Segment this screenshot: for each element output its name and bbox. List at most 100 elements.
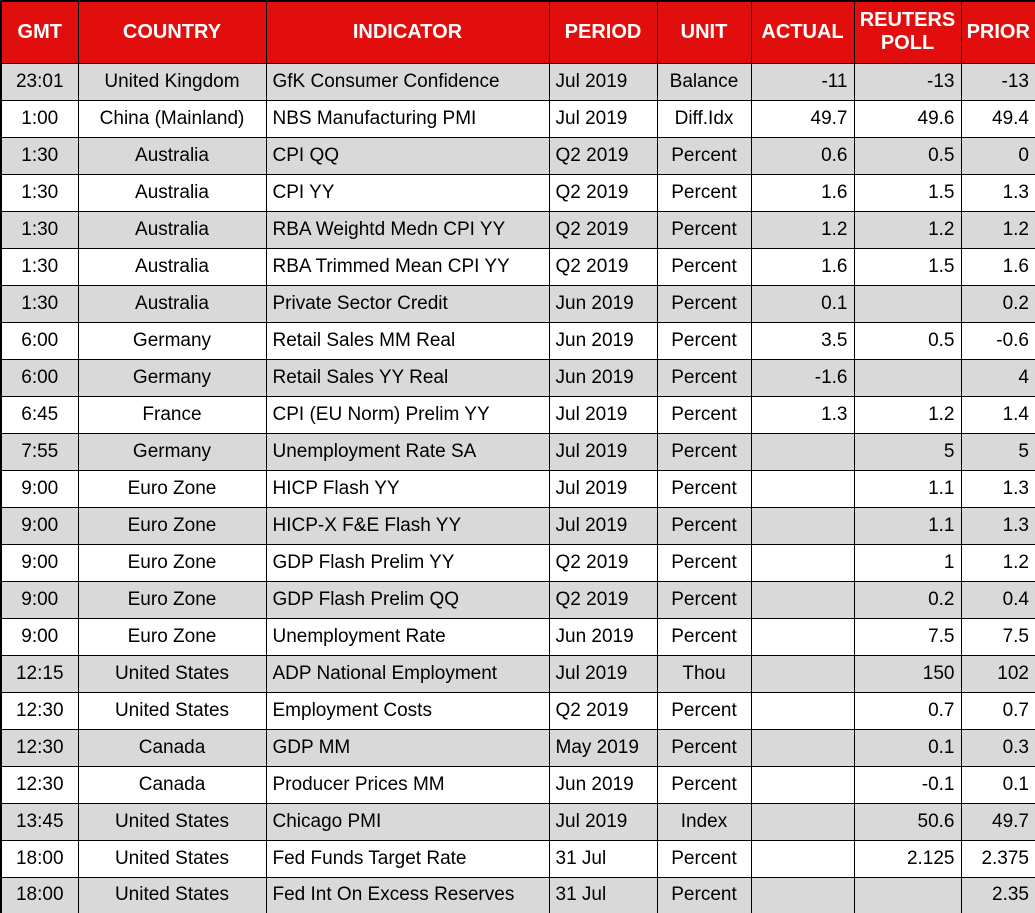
cell-indicator: Unemployment Rate SA (265, 432, 550, 471)
cell-prior: 49.7 (960, 802, 1035, 841)
table-row: 18:00 United States Fed Int On Excess Rese… (0, 876, 1035, 913)
cell-period: Jul 2019 (548, 62, 658, 101)
cell-period: Q2 2019 (548, 210, 658, 249)
cell-country: Germany (77, 358, 267, 397)
cell-unit: Percent (656, 876, 752, 913)
cell-prior: 5 (960, 432, 1035, 471)
cell-period: Jun 2019 (548, 321, 658, 360)
table-row: 1:30 Australia CPI YY Q2 2019 Percent 1.6 1.5 1… (0, 173, 1035, 212)
cell-period: Jul 2019 (548, 654, 658, 693)
cell-prior: 1.2 (960, 543, 1035, 582)
cell-poll: 0.5 (853, 321, 962, 360)
cell-prior: 0.3 (960, 728, 1035, 767)
cell-gmt: 12:30 (0, 765, 79, 804)
table-row: 9:00 Euro Zone HICP-X F&E Flash YY Jul 2019… (0, 506, 1035, 545)
cell-unit: Percent (656, 839, 752, 878)
cell-gmt: 1:30 (0, 284, 79, 323)
cell-indicator: GDP Flash Prelim YY (265, 543, 550, 582)
cell-indicator: CPI (EU Norm) Prelim YY (265, 395, 550, 434)
cell-actual: 3.5 (750, 321, 855, 360)
cell-unit: Thou (656, 654, 752, 693)
cell-poll: 1.2 (853, 395, 962, 434)
cell-poll (853, 358, 962, 397)
cell-period: Q2 2019 (548, 247, 658, 286)
cell-actual (750, 876, 855, 913)
cell-actual (750, 728, 855, 767)
cell-actual: 0.6 (750, 136, 855, 175)
cell-actual (750, 839, 855, 878)
cell-country: Australia (77, 136, 267, 175)
cell-unit: Percent (656, 173, 752, 212)
table-row: 12:30 Canada GDP MM May 2019 Percent 0.1 0.3 (0, 728, 1035, 767)
cell-poll: 7.5 (853, 617, 962, 656)
cell-unit: Balance (656, 62, 752, 101)
cell-actual: -11 (750, 62, 855, 101)
cell-gmt: 12:15 (0, 654, 79, 693)
column-header-indicator: INDICATOR (265, 0, 550, 64)
cell-indicator: GDP MM (265, 728, 550, 767)
cell-period: Jul 2019 (548, 469, 658, 508)
cell-poll: 1 (853, 543, 962, 582)
table-body: 23:01 United Kingdom GfK Consumer Confiden… (0, 62, 1035, 913)
cell-indicator: Fed Funds Target Rate (265, 839, 550, 878)
cell-prior: 49.4 (960, 99, 1035, 138)
cell-period: 31 Jul (548, 876, 658, 913)
cell-unit: Index (656, 802, 752, 841)
cell-indicator: Retail Sales YY Real (265, 358, 550, 397)
cell-country: Euro Zone (77, 506, 267, 545)
cell-poll: 0.5 (853, 136, 962, 175)
cell-actual (750, 580, 855, 619)
cell-poll: 5 (853, 432, 962, 471)
cell-prior: 1.6 (960, 247, 1035, 286)
cell-poll: 2.125 (853, 839, 962, 878)
cell-indicator: RBA Weightd Medn CPI YY (265, 210, 550, 249)
cell-indicator: GfK Consumer Confidence (265, 62, 550, 101)
cell-actual: -1.6 (750, 358, 855, 397)
table-row: 6:00 Germany Retail Sales MM Real Jun 2019 P… (0, 321, 1035, 360)
cell-indicator: GDP Flash Prelim QQ (265, 580, 550, 619)
cell-prior: 1.3 (960, 469, 1035, 508)
cell-country: Euro Zone (77, 469, 267, 508)
cell-country: Germany (77, 321, 267, 360)
cell-unit: Percent (656, 469, 752, 508)
table-row: 12:30 United States Employment Costs Q2 201… (0, 691, 1035, 730)
cell-unit: Percent (656, 506, 752, 545)
table-row: 9:00 Euro Zone GDP Flash Prelim QQ Q2 2019 P… (0, 580, 1035, 619)
cell-unit: Percent (656, 432, 752, 471)
cell-country: China (Mainland) (77, 99, 267, 138)
cell-country: Australia (77, 284, 267, 323)
column-header-unit: UNIT (656, 0, 752, 64)
cell-gmt: 18:00 (0, 839, 79, 878)
cell-country: United States (77, 839, 267, 878)
cell-unit: Percent (656, 395, 752, 434)
cell-gmt: 12:30 (0, 691, 79, 730)
cell-poll: 49.6 (853, 99, 962, 138)
cell-country: Euro Zone (77, 617, 267, 656)
cell-period: Jun 2019 (548, 617, 658, 656)
cell-prior: 1.3 (960, 173, 1035, 212)
cell-indicator: ADP National Employment (265, 654, 550, 693)
cell-prior: 2.35 (960, 876, 1035, 913)
cell-actual (750, 617, 855, 656)
cell-indicator: Employment Costs (265, 691, 550, 730)
cell-gmt: 18:00 (0, 876, 79, 913)
table-row: 23:01 United Kingdom GfK Consumer Confiden… (0, 62, 1035, 101)
header-row: GMT COUNTRY INDICATOR PERIOD UNIT ACTUAL REUTE… (0, 0, 1035, 64)
cell-actual (750, 691, 855, 730)
cell-poll: 1.2 (853, 210, 962, 249)
cell-indicator: Producer Prices MM (265, 765, 550, 804)
cell-country: Germany (77, 432, 267, 471)
cell-gmt: 12:30 (0, 728, 79, 767)
cell-period: Q2 2019 (548, 543, 658, 582)
cell-actual (750, 765, 855, 804)
cell-period: Q2 2019 (548, 173, 658, 212)
cell-unit: Percent (656, 617, 752, 656)
cell-actual (750, 469, 855, 508)
cell-actual (750, 543, 855, 582)
cell-poll (853, 876, 962, 913)
cell-indicator: Private Sector Credit (265, 284, 550, 323)
cell-period: Jul 2019 (548, 432, 658, 471)
column-header-country: COUNTRY (77, 0, 267, 64)
cell-period: Q2 2019 (548, 136, 658, 175)
cell-actual (750, 654, 855, 693)
